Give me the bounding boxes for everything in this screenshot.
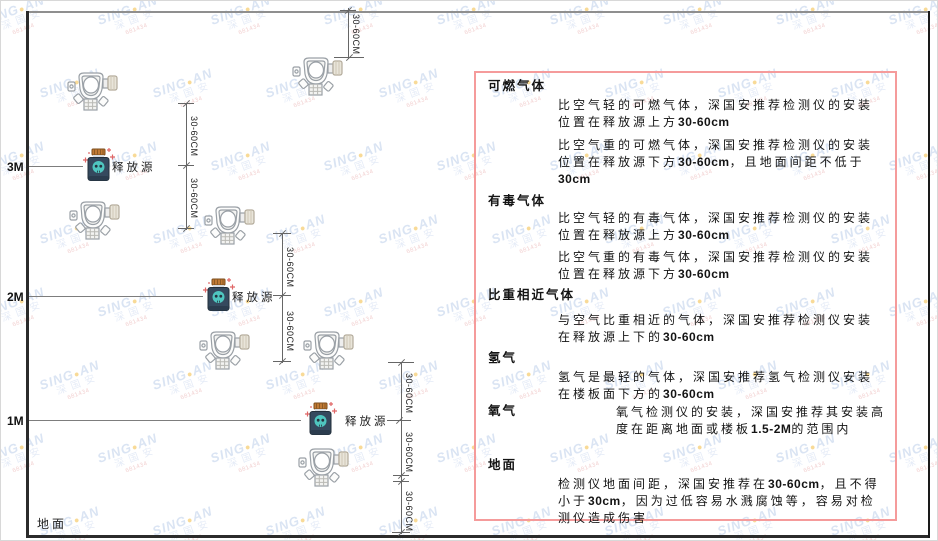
dimension-label: 30-60CM bbox=[189, 115, 199, 157]
axis-label-2m: 2M bbox=[7, 290, 24, 304]
guide-paragraph: 氧气检测仪的安装，深国安推荐其安装高度在距离地面或楼板1.5-2M的范围内 bbox=[616, 405, 887, 436]
axis-label-1m: 1M bbox=[7, 414, 24, 428]
release-source-icon bbox=[202, 277, 236, 312]
guide-paragraph: 比空气重的可燃气体，深国安推荐检测仪的安装位置在释放源下方30-60cm，且地面… bbox=[558, 138, 874, 186]
release-source-label: 释放源 bbox=[112, 162, 156, 174]
dimension-label: 30-60CM bbox=[285, 246, 295, 288]
guide-paragraph: 比空气轻的可燃气体，深国安推荐检测仪的安装位置在释放源上方30-60cm bbox=[558, 98, 874, 129]
dimension-tick bbox=[273, 233, 291, 234]
dimension-label: 30-60CM bbox=[189, 177, 199, 219]
release-source-label: 释放源 bbox=[232, 292, 276, 304]
dimension-line bbox=[401, 363, 402, 534]
dimension-label: 30-60CM bbox=[404, 490, 414, 532]
level-line-1m bbox=[29, 420, 301, 421]
dimension-label: 30-60CM bbox=[404, 431, 414, 473]
dimension-label: 30-60CM bbox=[404, 372, 414, 414]
dimension-tick bbox=[388, 362, 414, 363]
left-wall-line bbox=[26, 11, 29, 537]
gas-detector-icon bbox=[303, 331, 354, 370]
dimension-tick bbox=[393, 481, 409, 482]
gas-detector-icon bbox=[292, 57, 343, 96]
dimension-tick bbox=[393, 475, 409, 476]
gas-detector-icon bbox=[298, 448, 349, 487]
installation-guide-panel: 可燃气体 比空气轻的可燃气体，深国安推荐检测仪的安装位置在释放源上方30-60c… bbox=[474, 71, 897, 525]
guide-paragraph: 检测仪地面间距，深国安推荐在30-60cm，且不得小于30cm，因为过低容易水溅… bbox=[558, 477, 880, 525]
guide-paragraph: 与空气比重相近的气体，深国安推荐检测仪安装在释放源上下的30-60cm bbox=[558, 313, 874, 344]
dimension-tick bbox=[334, 57, 364, 58]
dimension-tick bbox=[273, 361, 291, 362]
gas-detector-icon bbox=[67, 72, 118, 111]
level-line-3m bbox=[29, 166, 83, 167]
release-source-icon bbox=[82, 147, 116, 182]
dimension-tick bbox=[178, 165, 194, 166]
right-wall-line bbox=[928, 11, 930, 538]
gas-detector-icon bbox=[199, 331, 250, 370]
dimension-label: 30-60CM bbox=[285, 310, 295, 352]
dimension-line bbox=[282, 234, 283, 363]
level-line-2m bbox=[29, 296, 203, 297]
dimension-tick bbox=[340, 10, 356, 11]
release-source-label: 释放源 bbox=[345, 416, 389, 428]
dimension-tick bbox=[387, 420, 411, 421]
section-heading-similar-density-gas: 比重相近气体 bbox=[488, 288, 576, 302]
dimension-label: 30-60CM bbox=[351, 13, 361, 55]
guide-paragraph: 比空气重的有毒气体，深国安推荐检测仪的安装位置在释放源下方30-60cm bbox=[558, 250, 874, 281]
guide-paragraph: 比空气轻的有毒气体，深国安推荐检测仪的安装位置在释放源上方30-60cm bbox=[558, 211, 874, 242]
section-heading-ground: 地面 bbox=[488, 458, 518, 472]
dimension-tick bbox=[273, 295, 291, 296]
ceiling-line bbox=[26, 11, 930, 13]
section-heading-combustible-gas: 可燃气体 bbox=[488, 79, 547, 93]
gas-detector-icon bbox=[69, 201, 120, 240]
section-oxygen: 氧气 氧气检测仪的安装，深国安推荐其安装高度在距离地面或楼板1.5-2M的范围内 bbox=[488, 404, 895, 438]
axis-label-3m: 3M bbox=[7, 160, 24, 174]
section-heading-hydrogen: 氢气 bbox=[488, 351, 518, 365]
ground-label: 地面 bbox=[37, 517, 68, 531]
section-heading-toxic-gas: 有毒气体 bbox=[488, 194, 547, 208]
gas-detector-icon bbox=[204, 206, 255, 245]
dimension-tick bbox=[178, 103, 194, 104]
release-source-icon bbox=[304, 401, 338, 436]
section-heading-oxygen: 氧气 bbox=[488, 404, 518, 418]
ground-line bbox=[26, 535, 930, 538]
guide-paragraph: 氢气是最轻的气体，深国安推荐氢气检测仪安装在楼板面下方的30-60cm bbox=[558, 370, 874, 401]
dimension-line bbox=[186, 104, 187, 230]
dimension-tick bbox=[392, 532, 410, 533]
dimension-tick bbox=[178, 228, 194, 229]
dimension-line bbox=[348, 8, 349, 59]
